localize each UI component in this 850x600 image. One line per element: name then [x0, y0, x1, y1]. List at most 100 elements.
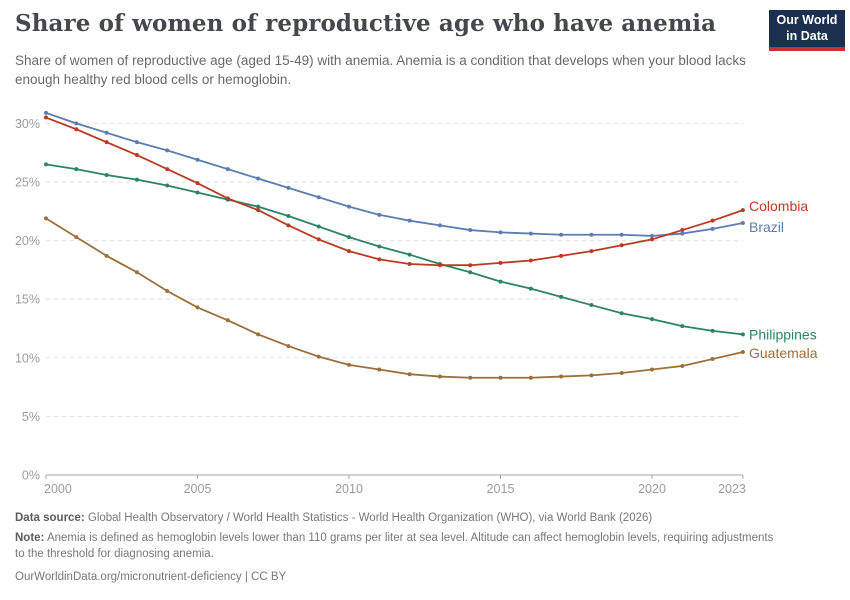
chart-footer: Data source: Global Health Observatory /…	[15, 510, 825, 589]
data-point	[468, 270, 473, 275]
data-point	[225, 318, 230, 323]
data-point	[680, 231, 685, 236]
data-point	[740, 332, 745, 337]
data-point	[650, 233, 654, 238]
data-point	[104, 130, 109, 135]
data-point	[377, 367, 382, 372]
data-point	[165, 288, 170, 293]
note-line: Note: Anemia is defined as hemoglobin le…	[15, 530, 777, 563]
owid-logo[interactable]: Our World in Data	[769, 10, 845, 51]
y-axis-label: 0%	[22, 469, 40, 483]
data-point	[134, 153, 139, 158]
data-point	[377, 212, 382, 217]
data-point	[286, 344, 291, 349]
data-point	[528, 258, 533, 263]
data-point	[377, 244, 382, 249]
data-point	[680, 364, 685, 369]
data-point	[498, 230, 503, 235]
data-point	[650, 317, 654, 322]
data-point	[286, 185, 291, 190]
x-axis-label: 2005	[184, 482, 212, 496]
series-line	[45, 217, 744, 379]
data-point	[589, 249, 594, 254]
data-point	[74, 167, 79, 172]
data-point	[680, 228, 685, 233]
data-point	[44, 162, 48, 167]
data-point	[710, 356, 715, 361]
x-axis-label: 2020	[638, 482, 666, 496]
data-point	[650, 367, 654, 372]
note-text: Anemia is defined as hemoglobin levels l…	[15, 531, 774, 561]
chart-subtitle: Share of women of reproductive age (aged…	[15, 53, 746, 87]
data-point	[589, 303, 594, 308]
data-point	[256, 176, 261, 181]
data-point	[650, 237, 654, 242]
data-point	[437, 223, 442, 228]
data-point	[44, 110, 48, 115]
data-point	[286, 213, 291, 218]
data-point	[347, 249, 351, 254]
y-axis-label: 25%	[15, 176, 40, 190]
series-label-guatemala: Guatemala	[749, 345, 818, 361]
x-axis-label: 2015	[487, 482, 515, 496]
data-point	[619, 232, 624, 237]
owid-logo-line1: Our World	[776, 13, 838, 28]
data-point	[74, 127, 79, 132]
data-point	[528, 231, 533, 236]
data-point	[44, 216, 48, 221]
series-colombia: Colombia	[44, 115, 808, 268]
credit-line: OurWorldinData.org/micronutrient-deficie…	[15, 569, 825, 586]
data-point	[740, 221, 745, 226]
data-point	[740, 208, 745, 213]
data-point	[134, 140, 139, 145]
data-point	[498, 260, 503, 265]
data-point	[377, 257, 382, 262]
data-point	[104, 253, 109, 258]
data-point	[710, 218, 715, 223]
data-point	[165, 148, 170, 153]
data-point	[619, 243, 624, 248]
data-point	[619, 311, 624, 316]
data-point	[286, 223, 291, 228]
y-axis-label: 10%	[15, 351, 40, 365]
data-point	[225, 167, 230, 172]
data-point	[347, 235, 351, 240]
data-point	[589, 373, 594, 378]
data-point	[195, 190, 200, 195]
data-point	[74, 121, 79, 126]
credit-link[interactable]: OurWorldinData.org/micronutrient-deficie…	[15, 571, 287, 584]
data-point	[44, 115, 48, 120]
series-line	[45, 116, 744, 267]
y-axis-label: 30%	[15, 117, 40, 131]
series-guatemala: Guatemala	[44, 216, 818, 380]
data-point	[225, 196, 230, 201]
y-axis-label: 15%	[15, 293, 40, 307]
x-axis-label: 2023	[718, 482, 746, 496]
data-point	[407, 372, 412, 377]
data-point	[316, 195, 321, 200]
data-point	[165, 167, 170, 172]
data-point	[498, 375, 503, 380]
data-point	[680, 324, 685, 329]
data-source-label: Data source:	[15, 512, 85, 524]
series-label-colombia: Colombia	[749, 198, 808, 214]
data-point	[347, 362, 351, 367]
data-source-text: Global Health Observatory / World Health…	[87, 512, 653, 524]
data-point	[740, 349, 745, 354]
owid-logo-line2: in Data	[786, 28, 828, 43]
data-point	[589, 232, 594, 237]
data-point	[559, 294, 564, 299]
data-point	[104, 172, 109, 177]
series-line	[45, 163, 744, 336]
series-label-brazil: Brazil	[749, 219, 784, 235]
data-point	[256, 208, 261, 213]
data-point	[468, 375, 473, 380]
data-point	[528, 286, 533, 291]
series-line	[45, 112, 744, 237]
data-point	[134, 270, 139, 275]
series-label-philippines: Philippines	[749, 326, 817, 342]
data-point	[195, 181, 200, 186]
y-axis-label: 5%	[22, 410, 40, 424]
data-point	[619, 371, 624, 376]
